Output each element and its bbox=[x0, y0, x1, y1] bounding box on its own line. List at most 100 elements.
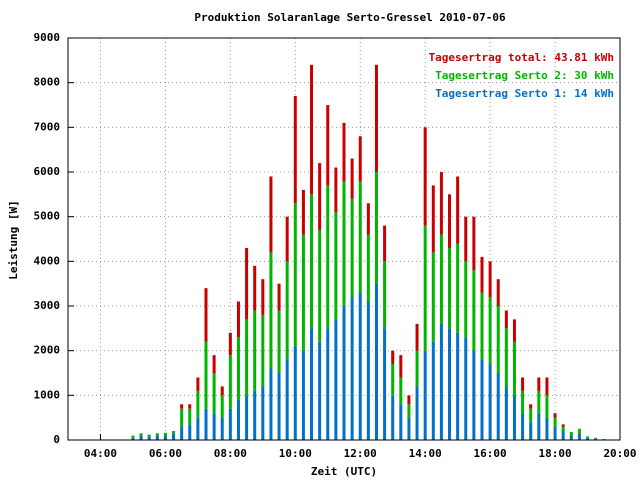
bar-segment bbox=[155, 435, 159, 440]
y-tick-label: 8000 bbox=[34, 76, 61, 89]
y-tick-label: 2000 bbox=[34, 344, 61, 357]
bar-segment bbox=[172, 431, 176, 434]
bar-segment bbox=[301, 234, 305, 351]
bar-segment bbox=[545, 417, 549, 440]
bar-segment bbox=[253, 390, 257, 440]
bar-segment bbox=[228, 408, 232, 440]
bar-segment bbox=[180, 426, 184, 440]
bar-segment bbox=[488, 364, 492, 440]
bar-segment bbox=[350, 198, 354, 298]
x-tick-label: 08:00 bbox=[214, 447, 247, 460]
bar-segment bbox=[399, 404, 403, 440]
bar-segment bbox=[204, 408, 208, 440]
bar-segment bbox=[439, 323, 443, 440]
bar-segment bbox=[472, 270, 476, 351]
bar-segment bbox=[569, 431, 573, 436]
bar-segment bbox=[285, 359, 289, 440]
bar-segment bbox=[366, 234, 370, 302]
bar-segment bbox=[521, 390, 525, 414]
bar-segment bbox=[180, 404, 184, 409]
bar-segment bbox=[537, 377, 541, 391]
bar-segment bbox=[374, 64, 378, 172]
bar-segment bbox=[577, 433, 581, 440]
bar-segment bbox=[285, 216, 289, 262]
bar-segment bbox=[163, 432, 167, 436]
bar-segment bbox=[423, 350, 427, 440]
bar-segment bbox=[545, 377, 549, 396]
bar-segment bbox=[245, 247, 249, 320]
bar-segment bbox=[204, 341, 208, 409]
bar-segment bbox=[521, 413, 525, 440]
bar-segment bbox=[456, 176, 460, 244]
bar-segment bbox=[163, 435, 167, 440]
bar-segment bbox=[285, 261, 289, 360]
plot-border bbox=[67, 37, 621, 441]
bar-segment bbox=[358, 292, 362, 440]
bar-segment bbox=[253, 310, 257, 391]
bar-segment bbox=[236, 399, 240, 440]
bar-segment bbox=[204, 288, 208, 342]
bar-segment bbox=[131, 435, 135, 438]
bar-segment bbox=[594, 438, 598, 440]
y-tick-label: 7000 bbox=[34, 120, 61, 133]
y-axis-label: Leistung [W] bbox=[7, 200, 20, 279]
bar-segment bbox=[577, 428, 581, 434]
bar-segment bbox=[448, 247, 452, 329]
bar-segment bbox=[212, 355, 216, 373]
bar-segment bbox=[415, 323, 419, 351]
bar-segment bbox=[407, 404, 411, 418]
bar-segment bbox=[383, 328, 387, 440]
bar-segment bbox=[318, 230, 322, 342]
bar-segment bbox=[245, 395, 249, 440]
bar-segment bbox=[383, 261, 387, 329]
x-axis-label: Zeit (UTC) bbox=[311, 465, 377, 478]
bar-segment bbox=[326, 185, 330, 329]
x-tick-label: 06:00 bbox=[149, 447, 182, 460]
bar-segment bbox=[236, 337, 240, 400]
bar-segment bbox=[293, 96, 297, 204]
bar-segment bbox=[464, 216, 468, 262]
bar-segment bbox=[464, 337, 468, 440]
x-tick-label: 10:00 bbox=[279, 447, 312, 460]
bar-segment bbox=[155, 433, 159, 436]
bar-segment bbox=[334, 167, 338, 213]
bar-segment bbox=[334, 319, 338, 440]
bar-segment bbox=[464, 261, 468, 338]
bar-segment bbox=[366, 203, 370, 235]
bar-segment bbox=[391, 364, 395, 396]
x-tick-label: 04:00 bbox=[84, 447, 117, 460]
bar-segment bbox=[407, 395, 411, 405]
bar-segment bbox=[496, 306, 500, 373]
bar-segment bbox=[399, 377, 403, 405]
x-tick-label: 20:00 bbox=[603, 447, 636, 460]
legend-entry: Tagesertrag total: 43.81 kWh bbox=[429, 51, 614, 64]
bar-segment bbox=[212, 413, 216, 440]
bar-segment bbox=[293, 346, 297, 440]
bar-segment bbox=[504, 386, 508, 440]
bar-segment bbox=[277, 283, 281, 311]
bar-segment bbox=[415, 386, 419, 440]
y-tick-label: 6000 bbox=[34, 165, 61, 178]
bar-segment bbox=[586, 436, 590, 438]
bar-segment bbox=[496, 279, 500, 306]
bar-segment bbox=[188, 408, 192, 425]
bar-segment bbox=[326, 105, 330, 186]
bar-segment bbox=[188, 424, 192, 440]
bar-segment bbox=[301, 189, 305, 235]
bar-segment bbox=[439, 234, 443, 324]
legend-entry: Tagesertrag Serto 1: 14 kWh bbox=[435, 87, 614, 100]
bar-segment bbox=[147, 436, 151, 440]
bar-segment bbox=[374, 283, 378, 440]
bar-segment bbox=[358, 180, 362, 293]
bar-segment bbox=[318, 341, 322, 440]
bar-segment bbox=[545, 395, 549, 418]
bar-segment bbox=[529, 408, 533, 423]
bar-segment bbox=[448, 328, 452, 440]
chart-title: Produktion Solaranlage Serto-Gressel 201… bbox=[194, 11, 506, 24]
bar-segment bbox=[220, 395, 224, 418]
x-tick-label: 16:00 bbox=[474, 447, 507, 460]
bar-segment bbox=[480, 292, 484, 360]
bar-segment bbox=[334, 212, 338, 320]
bar-segment bbox=[310, 194, 314, 329]
